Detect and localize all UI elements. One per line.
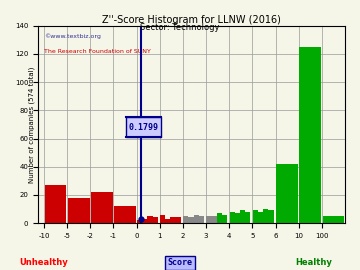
Bar bbox=[217, 213, 222, 223]
Bar bbox=[323, 216, 344, 223]
Bar bbox=[240, 210, 245, 223]
Title: Z''-Score Histogram for LLNW (2016): Z''-Score Histogram for LLNW (2016) bbox=[102, 15, 281, 25]
Bar bbox=[199, 216, 204, 223]
Bar bbox=[230, 212, 235, 223]
Text: 0.1799: 0.1799 bbox=[129, 123, 159, 132]
Bar bbox=[165, 219, 171, 223]
Bar bbox=[68, 198, 90, 223]
Bar bbox=[45, 185, 67, 223]
Text: Score: Score bbox=[167, 258, 193, 267]
Bar bbox=[147, 216, 153, 223]
Bar bbox=[171, 217, 176, 223]
Bar bbox=[188, 217, 194, 223]
Bar bbox=[91, 192, 113, 223]
Bar bbox=[253, 210, 258, 223]
Bar bbox=[194, 215, 199, 223]
Bar bbox=[153, 217, 158, 223]
Bar bbox=[258, 212, 263, 223]
Text: ©www.textbiz.org: ©www.textbiz.org bbox=[44, 34, 101, 39]
Bar bbox=[160, 215, 165, 223]
Bar bbox=[212, 216, 217, 223]
Bar bbox=[222, 215, 227, 223]
Bar bbox=[206, 216, 212, 223]
Text: The Research Foundation of SUNY: The Research Foundation of SUNY bbox=[44, 49, 151, 55]
Text: Healthy: Healthy bbox=[295, 258, 332, 267]
Bar bbox=[300, 47, 321, 223]
Bar bbox=[235, 213, 240, 223]
Bar bbox=[268, 210, 274, 223]
Y-axis label: Number of companies (574 total): Number of companies (574 total) bbox=[29, 66, 35, 183]
Bar bbox=[176, 217, 181, 223]
Bar bbox=[245, 212, 250, 223]
Bar bbox=[137, 220, 142, 223]
Bar bbox=[263, 209, 268, 223]
Bar bbox=[142, 219, 147, 223]
Bar bbox=[114, 206, 136, 223]
Bar bbox=[183, 216, 188, 223]
Text: Sector: Technology: Sector: Technology bbox=[140, 23, 220, 32]
Text: Unhealthy: Unhealthy bbox=[19, 258, 68, 267]
Bar bbox=[126, 117, 161, 137]
Bar bbox=[276, 164, 298, 223]
